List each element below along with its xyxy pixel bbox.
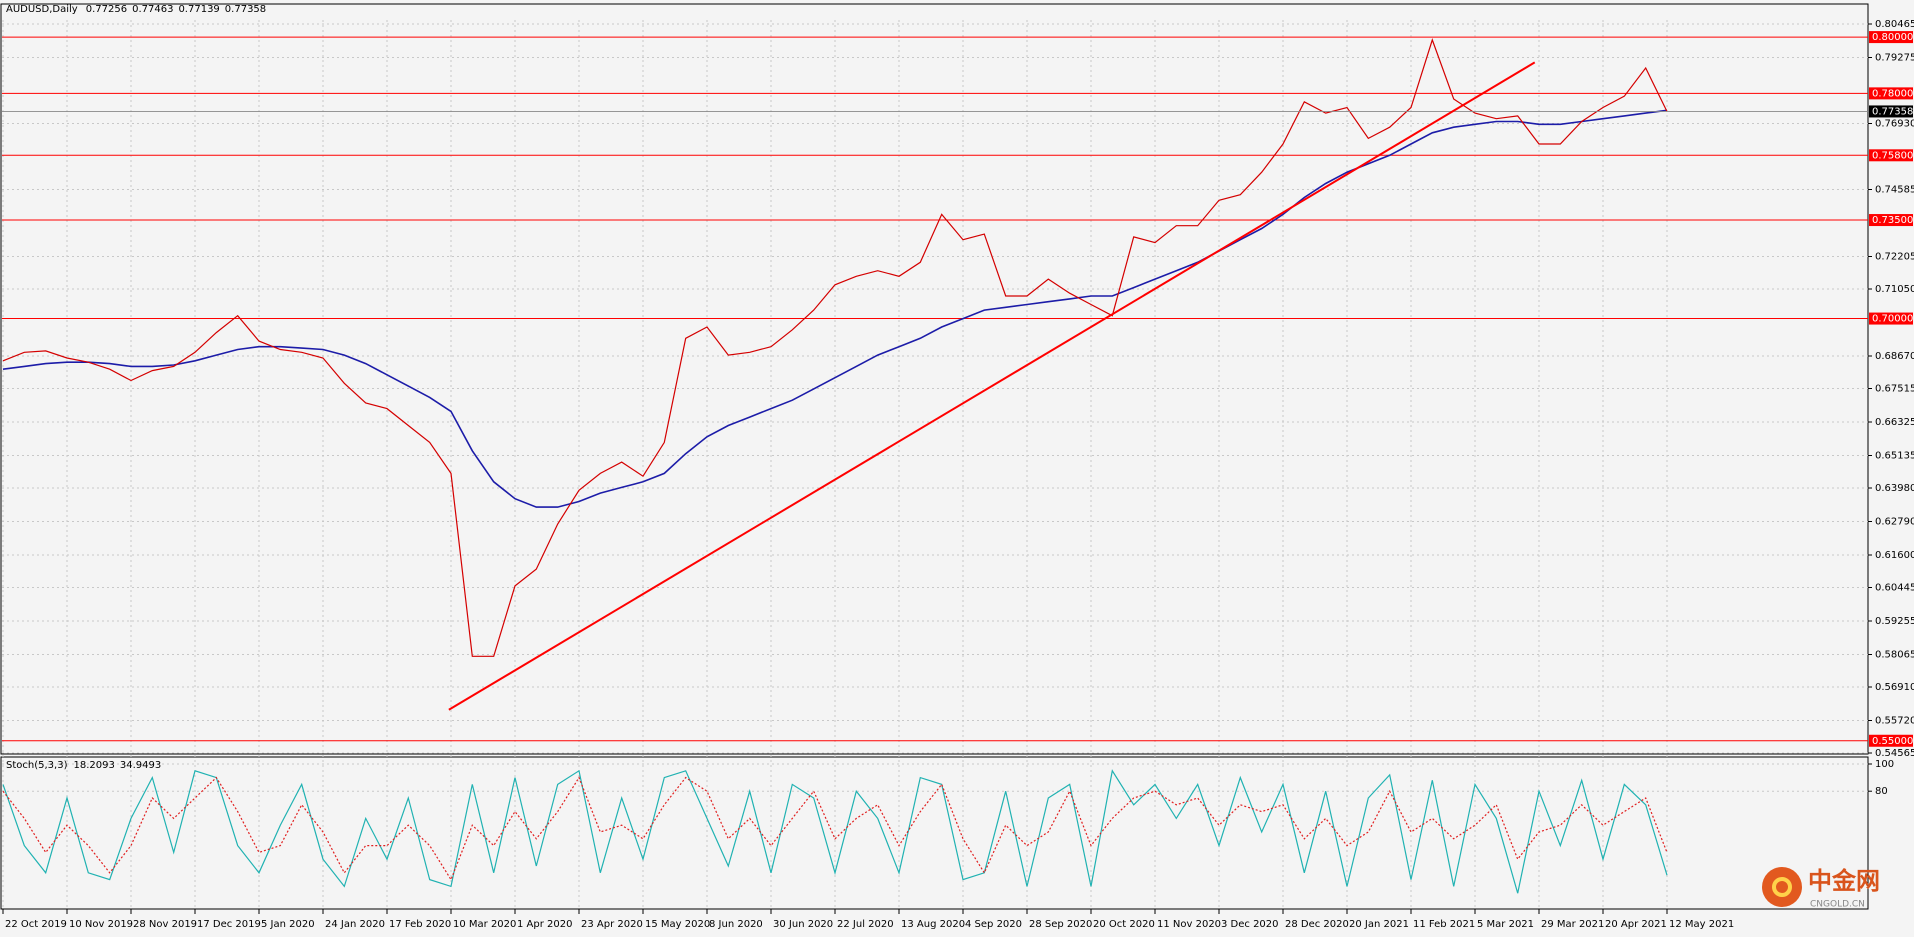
x-tick-label: 5 Mar 2021 <box>1477 919 1534 930</box>
level-tag <box>1869 31 1913 44</box>
stoch-line <box>2 769 1668 894</box>
stoch-signal: 34.9493 <box>120 760 161 771</box>
symbol-header: AUDUSD,Daily 0.77256 0.77463 0.77139 0.77358 <box>6 4 266 15</box>
stoch-main: 18.2093 <box>73 760 114 771</box>
open: 0.77256 <box>86 4 127 15</box>
price-line <box>2 38 1668 657</box>
y-tick-label: 0.59255 <box>1875 616 1914 627</box>
x-tick-label: 10 Nov 2019 <box>69 919 133 930</box>
y-tick-label: 0.56910 <box>1875 682 1914 693</box>
level-tag <box>1869 312 1913 325</box>
x-tick-label: 12 May 2021 <box>1669 919 1734 930</box>
x-tick-label: 5 Jan 2020 <box>261 919 315 930</box>
main-panel-border <box>0 3 1869 755</box>
y-tick-label: 0.68670 <box>1875 351 1914 362</box>
x-tick-label: 22 Oct 2019 <box>5 919 67 930</box>
level-label: 0.73500 <box>1872 215 1913 226</box>
level-label: 0.55000 <box>1872 736 1913 747</box>
level-label: 0.80000 <box>1872 32 1913 43</box>
current-price-label: 0.77358 <box>1872 106 1913 117</box>
x-tick-label: 11 Feb 2021 <box>1413 919 1475 930</box>
x-tick-label: 13 Aug 2020 <box>901 919 965 930</box>
x-tick-label: 23 Apr 2020 <box>581 919 643 930</box>
stoch-header: Stoch(5,3,3) 18.2093 34.9493 <box>6 760 161 771</box>
level-tag <box>1869 149 1913 162</box>
y-tick-label: 100 <box>1875 759 1894 770</box>
y-tick-label: 0.58065 <box>1875 649 1914 660</box>
level-label: 0.78000 <box>1872 88 1913 99</box>
watermark-title: 中金网 <box>1808 867 1880 895</box>
y-tick-label: 0.61600 <box>1875 550 1914 561</box>
close: 0.77358 <box>225 4 266 15</box>
y-tick-label: 0.60445 <box>1875 582 1914 593</box>
y-tick-label: 0.72205 <box>1875 251 1914 262</box>
watermark: 中金网 CNGOLD.CN <box>1762 867 1880 910</box>
x-tick-label: 3 Dec 2020 <box>1221 919 1279 930</box>
x-tick-label: 4 Sep 2020 <box>965 919 1022 930</box>
level-tag <box>1869 734 1913 747</box>
y-tick-label: 0.66325 <box>1875 417 1914 428</box>
level-tag <box>1869 87 1913 100</box>
stoch-line <box>2 776 1668 881</box>
x-tick-label: 20 Apr 2021 <box>1605 919 1667 930</box>
y-tick-label: 0.71050 <box>1875 284 1914 295</box>
y-tick-label: 0.80465 <box>1875 19 1914 30</box>
y-tick-label: 0.76930 <box>1875 118 1914 129</box>
y-tick-label: 0.62790 <box>1875 516 1914 527</box>
current-price-tag <box>1869 105 1913 118</box>
x-tick-label: 1 Apr 2020 <box>517 919 572 930</box>
x-tick-label: 24 Jan 2020 <box>325 919 385 930</box>
low: 0.77139 <box>178 4 219 15</box>
moving-average <box>2 109 1668 508</box>
y-tick-label: 0.65135 <box>1875 450 1914 461</box>
stoch-panel-border <box>0 756 1869 910</box>
indicator: Stoch(5,3,3) <box>6 760 68 771</box>
y-tick-label: 0.55720 <box>1875 715 1914 726</box>
level-tag <box>1869 214 1913 227</box>
trendline <box>448 61 1536 711</box>
x-tick-label: 28 Dec 2020 <box>1285 919 1349 930</box>
x-tick-label: 28 Sep 2020 <box>1029 919 1092 930</box>
x-tick-label: 17 Dec 2019 <box>197 919 261 930</box>
level-label: 0.75800 <box>1872 150 1913 161</box>
watermark-subtitle: CNGOLD.CN <box>1810 900 1865 910</box>
high: 0.77463 <box>132 4 173 15</box>
x-tick-label: 28 Nov 2019 <box>133 919 197 930</box>
x-tick-label: 20 Jan 2021 <box>1349 919 1409 930</box>
x-tick-label: 11 Nov 2020 <box>1157 919 1221 930</box>
x-tick-label: 15 May 2020 <box>645 919 710 930</box>
watermark-logo <box>1762 867 1802 907</box>
y-tick-label: 0.67515 <box>1875 384 1914 395</box>
x-tick-label: 8 Jun 2020 <box>709 919 763 930</box>
watermark-logo-inner <box>1772 877 1792 897</box>
x-tick-label: 22 Jul 2020 <box>837 919 894 930</box>
y-tick-label: 80 <box>1875 786 1888 797</box>
x-tick-label: 20 Oct 2020 <box>1093 919 1155 930</box>
x-tick-label: 30 Jun 2020 <box>773 919 833 930</box>
x-tick-label: 17 Feb 2020 <box>389 919 451 930</box>
symbol: AUDUSD,Daily <box>6 4 78 15</box>
x-tick-label: 10 Mar 2020 <box>453 919 516 930</box>
level-label: 0.70000 <box>1872 314 1913 325</box>
y-tick-label: 0.54565 <box>1875 748 1914 759</box>
y-tick-label: 0.74585 <box>1875 185 1914 196</box>
y-tick-label: 0.79275 <box>1875 52 1914 63</box>
x-tick-label: 29 Mar 2021 <box>1541 919 1604 930</box>
y-tick-label: 0.63980 <box>1875 483 1914 494</box>
